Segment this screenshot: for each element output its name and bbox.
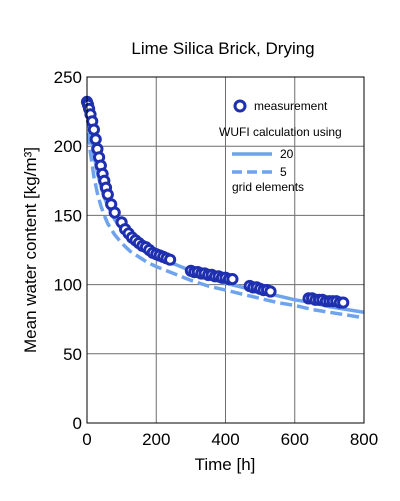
chart-title: Lime Silica Brick, Drying [131, 39, 314, 58]
tick-labels: 0 200 400 600 800 0 50 100 150 200 250 [54, 68, 379, 449]
x-tick-label: 400 [211, 430, 239, 449]
measurement-point [226, 273, 239, 286]
plot-frame [86, 76, 365, 424]
legend-grid-elements-label: grid elements [232, 180, 304, 194]
legend-line-5-label: 5 [280, 165, 287, 179]
x-axis-label: Time [h] [195, 455, 256, 474]
legend: measurement WUFI calculation using 20 5 … [219, 99, 342, 194]
y-tick-label: 0 [73, 414, 82, 433]
legend-measurement-label: measurement [254, 99, 328, 113]
measurement-point [87, 123, 101, 136]
y-axis-label: Mean water content [kg/m³] [21, 147, 40, 353]
y-tick-label: 200 [54, 137, 82, 156]
x-tick-label: 800 [350, 430, 378, 449]
measurement-point [101, 188, 114, 201]
measurement-point [108, 206, 121, 219]
series-line-5-grid-elements [87, 115, 364, 320]
plot-series [80, 95, 364, 320]
measurement-point [164, 253, 177, 266]
x-tick-label: 0 [82, 430, 91, 449]
y-tick-label: 150 [54, 206, 82, 225]
x-tick-label: 200 [142, 430, 170, 449]
y-tick-label: 50 [63, 345, 82, 364]
measurement-point [337, 296, 350, 309]
measurement-point [264, 285, 277, 298]
y-tick-label: 250 [54, 68, 82, 87]
legend-measurement-marker [233, 99, 247, 113]
x-tick-label: 600 [281, 430, 309, 449]
legend-line-20-label: 20 [280, 147, 294, 161]
legend-wufi-header: WUFI calculation using [219, 125, 342, 139]
y-tick-label: 100 [54, 276, 82, 295]
measurement-point [89, 133, 102, 146]
